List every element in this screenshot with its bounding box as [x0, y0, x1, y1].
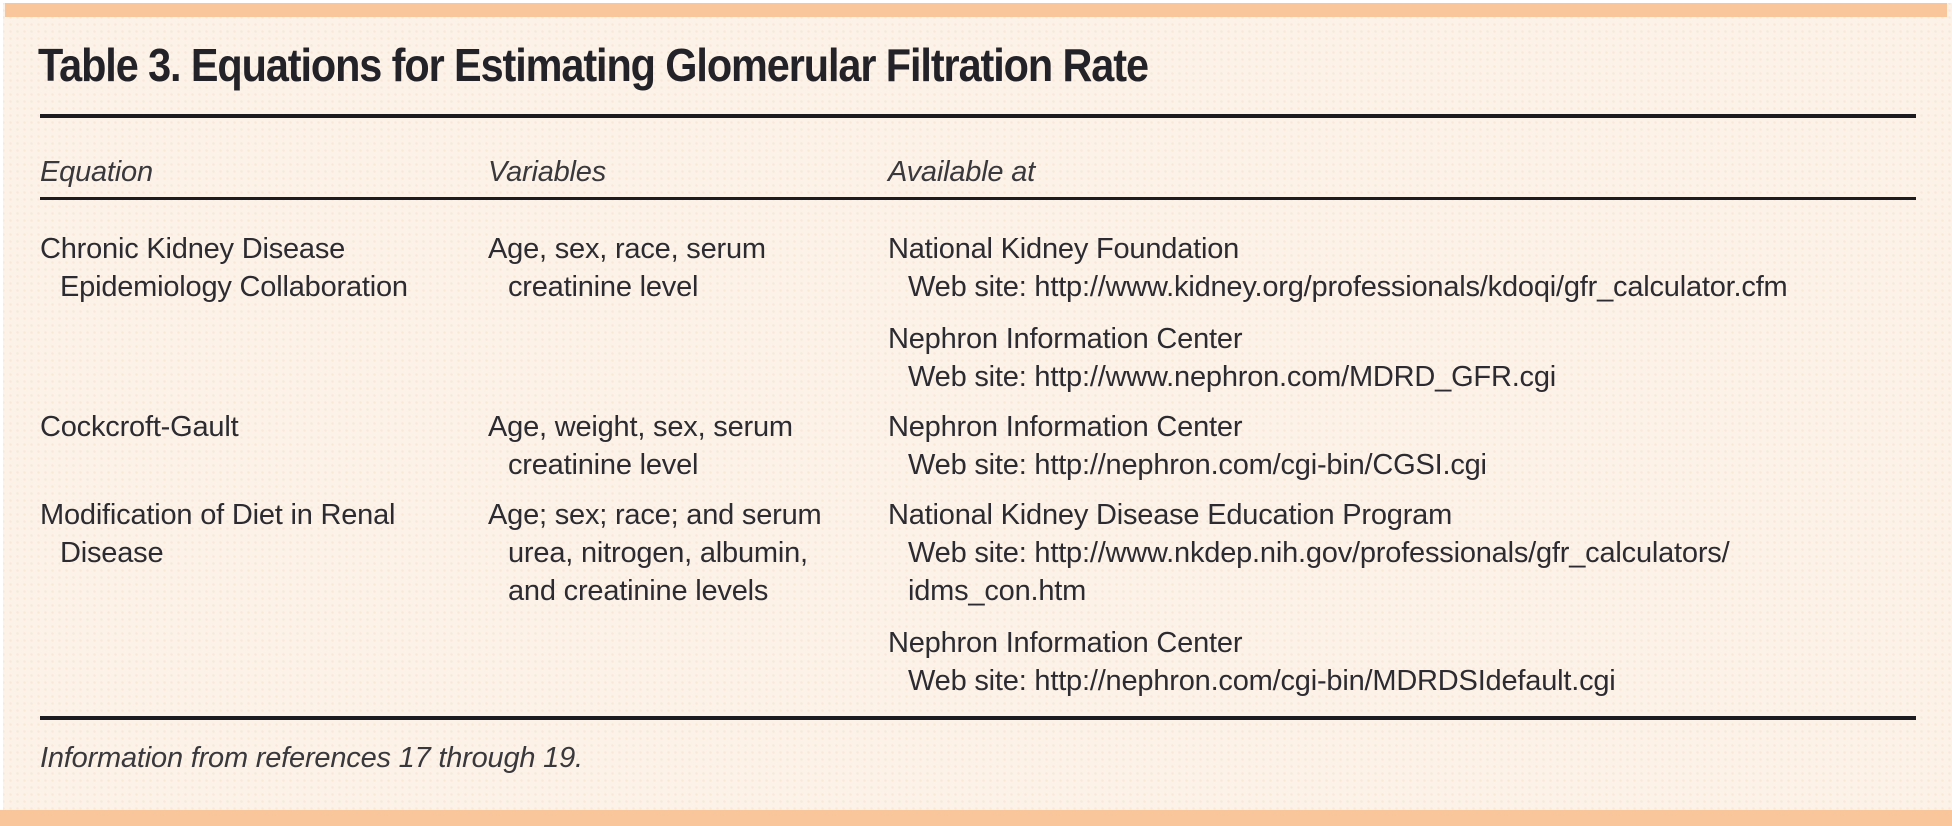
decorative-band-bottom	[0, 810, 1952, 826]
table-row: Modification of Diet in Renal Disease Age;…	[40, 496, 1916, 700]
cell-available-at: National Kidney Foundation Web site: http…	[888, 230, 1916, 396]
equation-name-line: Chronic Kidney Disease	[40, 233, 346, 265]
resource-entry: Nephron Information Center Web site: http…	[888, 320, 1916, 396]
resource-url-line: Web site: http://nephron.com/cgi-bin/CGS…	[908, 449, 1487, 481]
table-row: Cockcroft-Gault Age, weight, sex, serum cr…	[40, 408, 1916, 484]
equation-name-line: Disease	[60, 537, 164, 569]
page-edge-top	[0, 0, 1952, 3]
resource-name: Nephron Information Center	[888, 411, 1243, 443]
cell-equation: Chronic Kidney Disease Epidemiology Colla…	[40, 230, 488, 396]
resource-name: National Kidney Disease Education Progra…	[888, 499, 1453, 531]
equation-name-line: Modification of Diet in Renal	[40, 499, 396, 531]
table-body: Chronic Kidney Disease Epidemiology Colla…	[40, 230, 1916, 712]
rule-above-footnote	[40, 716, 1916, 720]
equation-name-line: Cockcroft-Gault	[40, 411, 239, 443]
resource-url-line: Web site: http://www.nephron.com/MDRD_GF…	[908, 361, 1557, 393]
equation-name-line: Epidemiology Collaboration	[60, 271, 408, 303]
cell-available-at: National Kidney Disease Education Progra…	[888, 496, 1916, 700]
decorative-band-top	[5, 3, 1947, 17]
variables-line: Age, weight, sex, serum	[488, 411, 793, 443]
resource-name: National Kidney Foundation	[888, 233, 1240, 265]
cell-variables: Age, sex, race, serum creatinine level	[488, 230, 888, 396]
resource-name: Nephron Information Center	[888, 323, 1243, 355]
resource-entry: Nephron Information Center Web site: http…	[888, 408, 1916, 484]
column-header-available: Available at	[888, 156, 1036, 188]
variables-line: creatinine level	[508, 271, 699, 303]
cell-equation: Cockcroft-Gault	[40, 408, 488, 484]
cell-variables: Age, weight, sex, serum creatinine level	[488, 408, 888, 484]
table-footnote: Information from references 17 through 1…	[40, 742, 583, 774]
resource-url-line: Web site: http://nephron.com/cgi-bin/MDR…	[908, 665, 1616, 697]
variables-line: creatinine level	[508, 449, 699, 481]
resource-url-line: Web site: http://www.kidney.org/professi…	[908, 271, 1788, 303]
cell-equation: Modification of Diet in Renal Disease	[40, 496, 488, 700]
rule-under-header	[40, 197, 1916, 200]
cell-variables: Age; sex; race; and serum urea, nitrogen,…	[488, 496, 888, 700]
variables-line: Age, sex, race, serum	[488, 233, 766, 265]
resource-url-line: Web site: http://www.nkdep.nih.gov/profe…	[908, 537, 1730, 569]
resource-entry: National Kidney Disease Education Progra…	[888, 496, 1916, 610]
resource-name: Nephron Information Center	[888, 627, 1243, 659]
variables-line: Age; sex; race; and serum	[488, 499, 822, 531]
table-row: Chronic Kidney Disease Epidemiology Colla…	[40, 230, 1916, 396]
rule-under-title	[40, 114, 1916, 118]
column-header-variables: Variables	[488, 156, 607, 188]
resource-url-line: idms_con.htm	[908, 575, 1087, 607]
resource-entry: National Kidney Foundation Web site: http…	[888, 230, 1916, 306]
column-header-equation: Equation	[40, 156, 153, 188]
table-title: Table 3. Equations for Estimating Glomer…	[38, 39, 1149, 91]
variables-line: and creatinine levels	[508, 575, 769, 607]
cell-available-at: Nephron Information Center Web site: http…	[888, 408, 1916, 484]
page-edge-left	[0, 0, 3, 812]
resource-entry: Nephron Information Center Web site: http…	[888, 624, 1916, 700]
table-header-row: Equation Variables Available at	[40, 156, 1916, 189]
variables-line: urea, nitrogen, albumin,	[508, 537, 808, 569]
